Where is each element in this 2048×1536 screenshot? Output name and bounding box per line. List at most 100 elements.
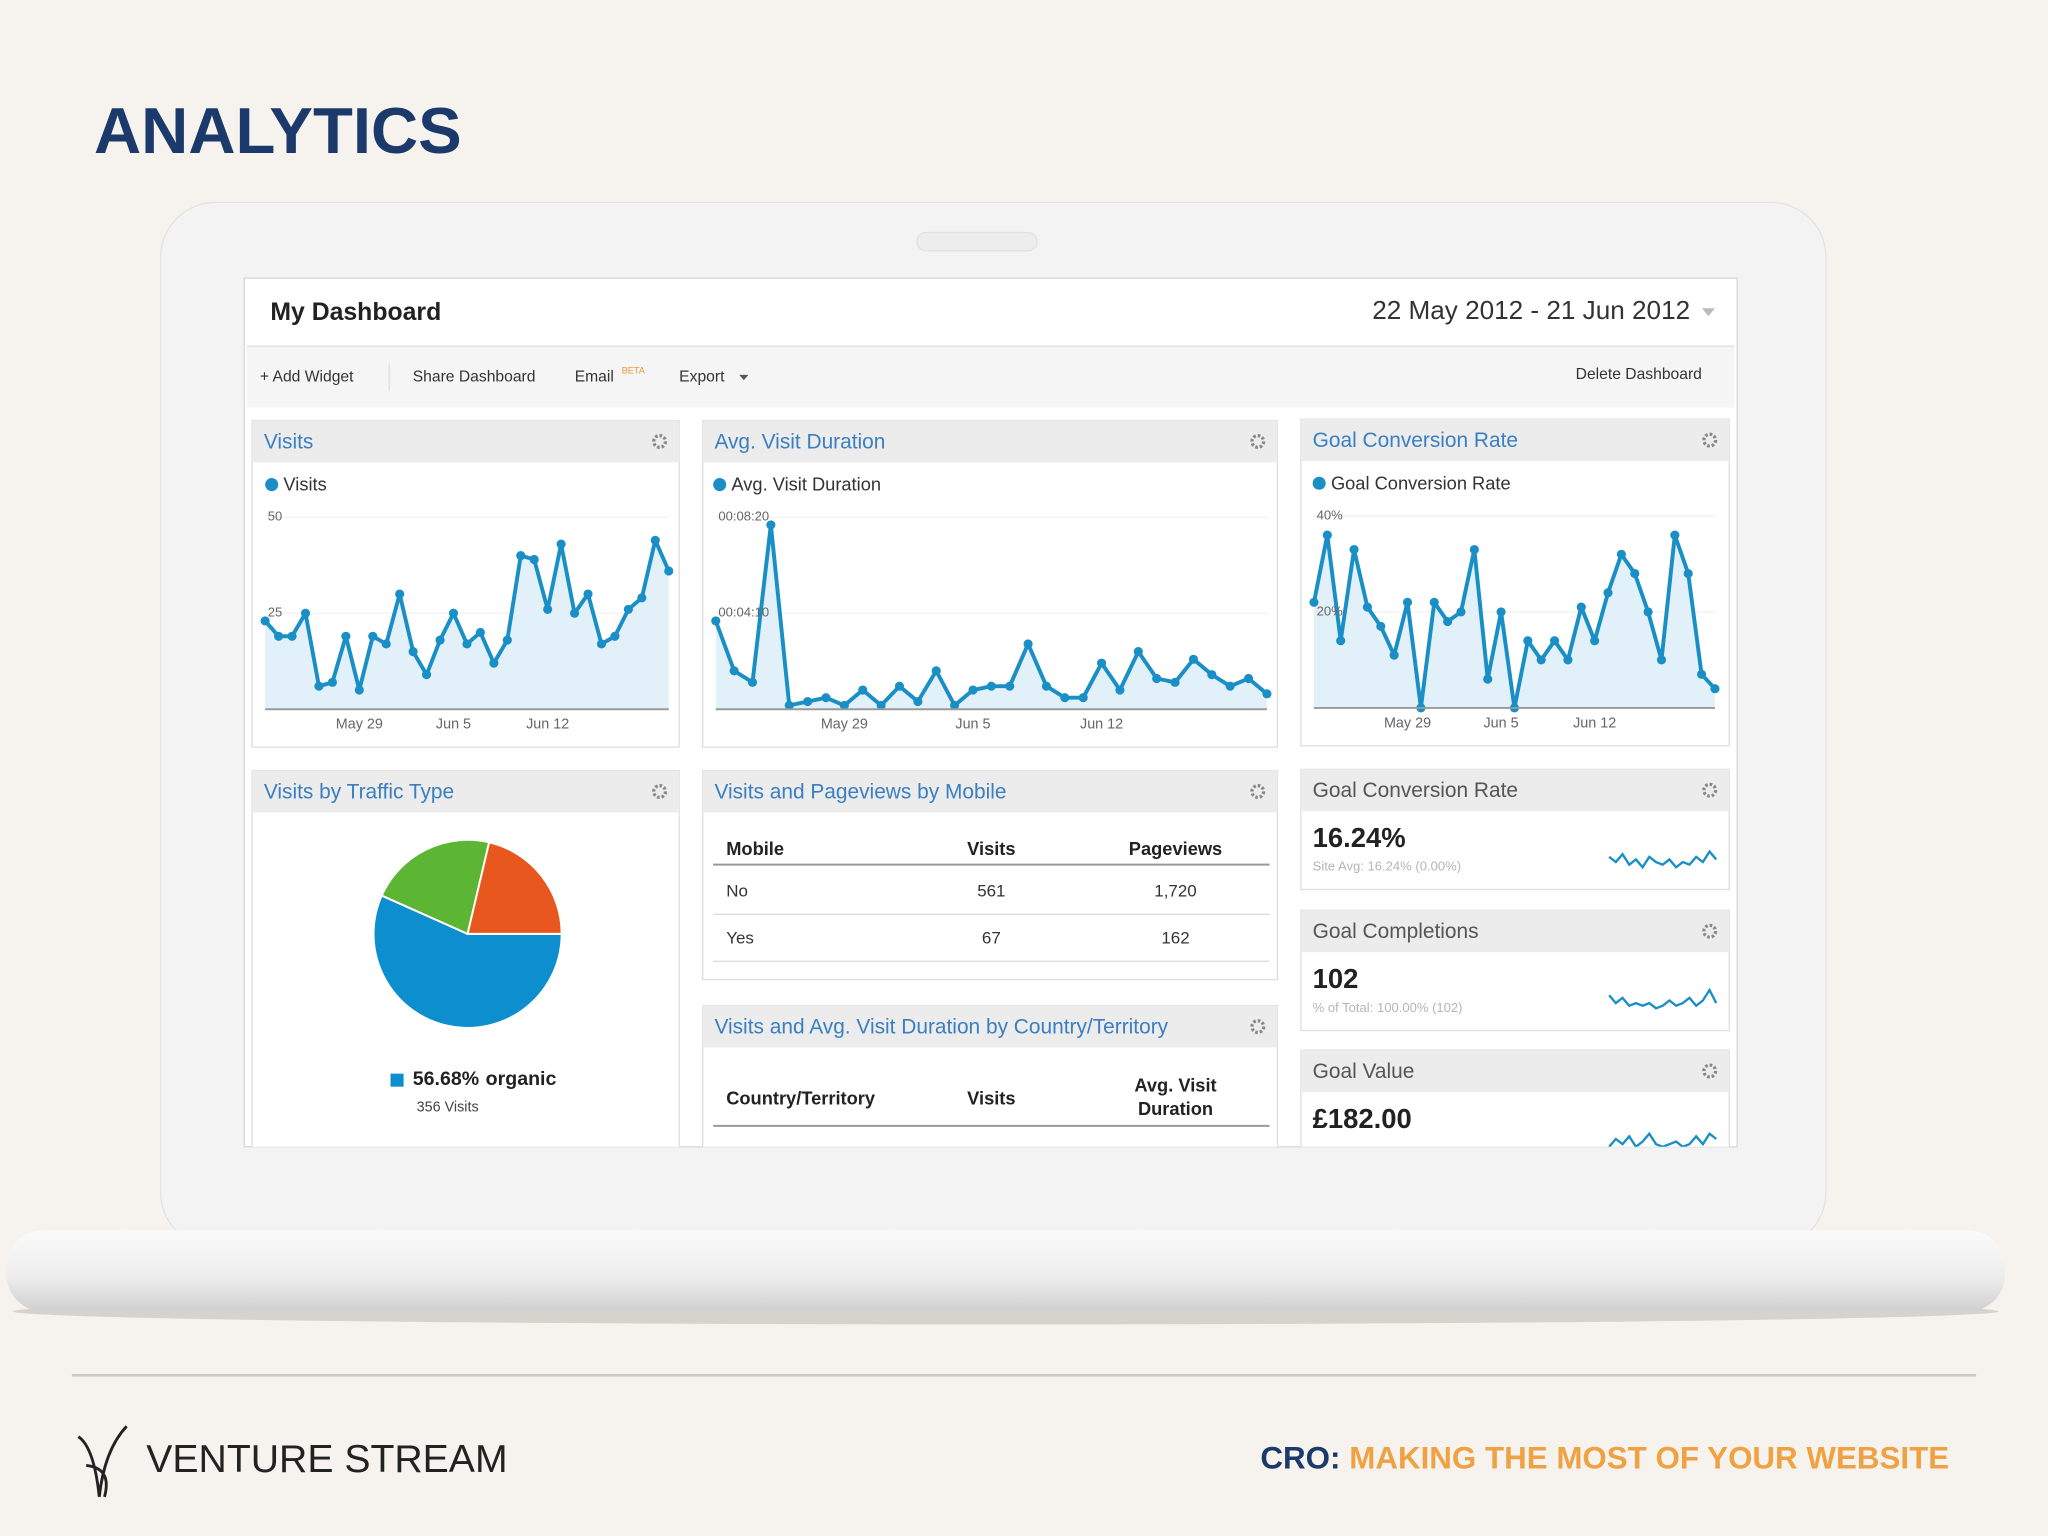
- table-header: Avg. Visit: [1134, 1075, 1216, 1096]
- table-cell: 1,720: [1154, 882, 1196, 901]
- point: [1483, 674, 1493, 684]
- goal-detail: Site Avg: 16.24% (0.00%): [1313, 859, 1461, 874]
- point: [664, 566, 674, 576]
- widget-title: Avg. Visit Duration: [714, 430, 885, 453]
- point: [711, 616, 721, 626]
- point: [1710, 684, 1720, 694]
- point: [1389, 650, 1399, 660]
- point: [368, 631, 378, 641]
- table-cell: 561: [977, 882, 1005, 901]
- widget-header: [702, 1005, 1278, 1048]
- laptop-notch: [916, 231, 1038, 252]
- date-dropdown-arrow[interactable]: [1701, 308, 1715, 317]
- legend-marker: [390, 1073, 404, 1087]
- widget-settings[interactable]: [1250, 783, 1266, 800]
- point: [1697, 669, 1707, 679]
- y-tick-label: 00:04:10: [718, 605, 769, 620]
- point: [1243, 673, 1254, 684]
- toolbar-export[interactable]: Export: [679, 369, 725, 386]
- footer-tag-label: CRO:: [1260, 1441, 1340, 1476]
- point: [260, 616, 270, 626]
- widget-settings[interactable]: [1250, 1019, 1266, 1035]
- point: [784, 700, 794, 710]
- point: [766, 520, 776, 530]
- export-arrow[interactable]: [739, 374, 749, 381]
- point: [1683, 568, 1693, 579]
- table-header: Mobile: [726, 838, 784, 859]
- table-header: Visits: [967, 1088, 1015, 1109]
- point: [1656, 655, 1667, 665]
- widget-settings[interactable]: [1702, 923, 1718, 939]
- widget-settings[interactable]: [1702, 432, 1718, 448]
- table-cell: Yes: [726, 929, 754, 948]
- toolbar-email[interactable]: Email: [575, 369, 614, 386]
- point: [1133, 647, 1143, 657]
- widget-title: Visits: [264, 430, 314, 453]
- table-cell: 162: [1161, 929, 1189, 948]
- point: [1097, 658, 1107, 668]
- widget-settings[interactable]: [1702, 1063, 1718, 1079]
- legend-label: Avg. Visit Duration: [731, 474, 881, 495]
- point: [623, 604, 633, 614]
- point: [894, 681, 905, 691]
- table-header: Country/Territory: [726, 1088, 876, 1109]
- legend-note: 356 Visits: [417, 1099, 479, 1115]
- point: [1005, 681, 1015, 691]
- beta-badge: BETA: [622, 365, 646, 375]
- point: [876, 700, 886, 710]
- point: [1643, 607, 1653, 617]
- point: [274, 631, 284, 641]
- widget-title: Goal Conversion Rate: [1313, 779, 1518, 802]
- widget-header: [1300, 419, 1730, 462]
- point: [1456, 607, 1466, 617]
- dashboard: My Dashboard 22 May 2012 - 21 Jun 2012 +…: [246, 295, 1735, 1147]
- date-range[interactable]: 22 May 2012 - 21 Jun 2012: [1372, 295, 1690, 325]
- point: [1225, 681, 1235, 691]
- point: [1262, 689, 1272, 699]
- widget-title: Visits by Traffic Type: [264, 780, 454, 803]
- widget-settings[interactable]: [1702, 782, 1718, 798]
- widget-settings[interactable]: [1250, 433, 1266, 449]
- widget-header: [1300, 910, 1730, 953]
- y-tick-label: 00:08:20: [718, 509, 769, 524]
- widget-settings[interactable]: [652, 433, 668, 449]
- widget-header: [252, 420, 680, 463]
- point: [1616, 549, 1626, 559]
- point: [556, 539, 566, 549]
- point: [354, 685, 364, 695]
- y-tick-label: 50: [268, 509, 283, 524]
- legend-value: 56.68%: [413, 1068, 479, 1090]
- widget-header: [1300, 769, 1730, 812]
- point: [637, 593, 647, 603]
- point: [1207, 670, 1217, 680]
- table-cell: 67: [982, 929, 1001, 948]
- point: [583, 589, 593, 599]
- table-header: Pageviews: [1129, 838, 1222, 859]
- toolbar-share[interactable]: Share Dashboard: [413, 369, 536, 386]
- point: [1670, 530, 1680, 540]
- point: [1469, 544, 1479, 555]
- point: [596, 639, 607, 649]
- x-tick-label: Jun 5: [436, 717, 471, 733]
- sparkline: [1608, 1131, 1717, 1147]
- legend-category: organic: [486, 1068, 557, 1090]
- point: [1322, 530, 1332, 540]
- toolbar-add-widget[interactable]: + Add Widget: [260, 369, 354, 386]
- slide-title: ANALYTICS: [94, 94, 462, 167]
- point: [839, 700, 849, 710]
- x-tick-label: Jun 5: [955, 717, 990, 733]
- toolbar-delete[interactable]: Delete Dashboard: [1576, 366, 1702, 383]
- point: [341, 631, 351, 641]
- laptop-base: [6, 1230, 2005, 1312]
- point: [1152, 673, 1162, 684]
- point: [408, 647, 418, 657]
- goal-detail: % of Total: 100.00% (102): [1313, 1000, 1463, 1015]
- point: [1349, 544, 1359, 555]
- x-tick-label: May 29: [1384, 715, 1431, 731]
- widget-title: Visits and Avg. Visit Duration by Countr…: [714, 1015, 1168, 1038]
- point: [327, 677, 337, 687]
- pie-slice: [380, 838, 491, 936]
- point: [543, 604, 553, 614]
- point: [381, 639, 391, 649]
